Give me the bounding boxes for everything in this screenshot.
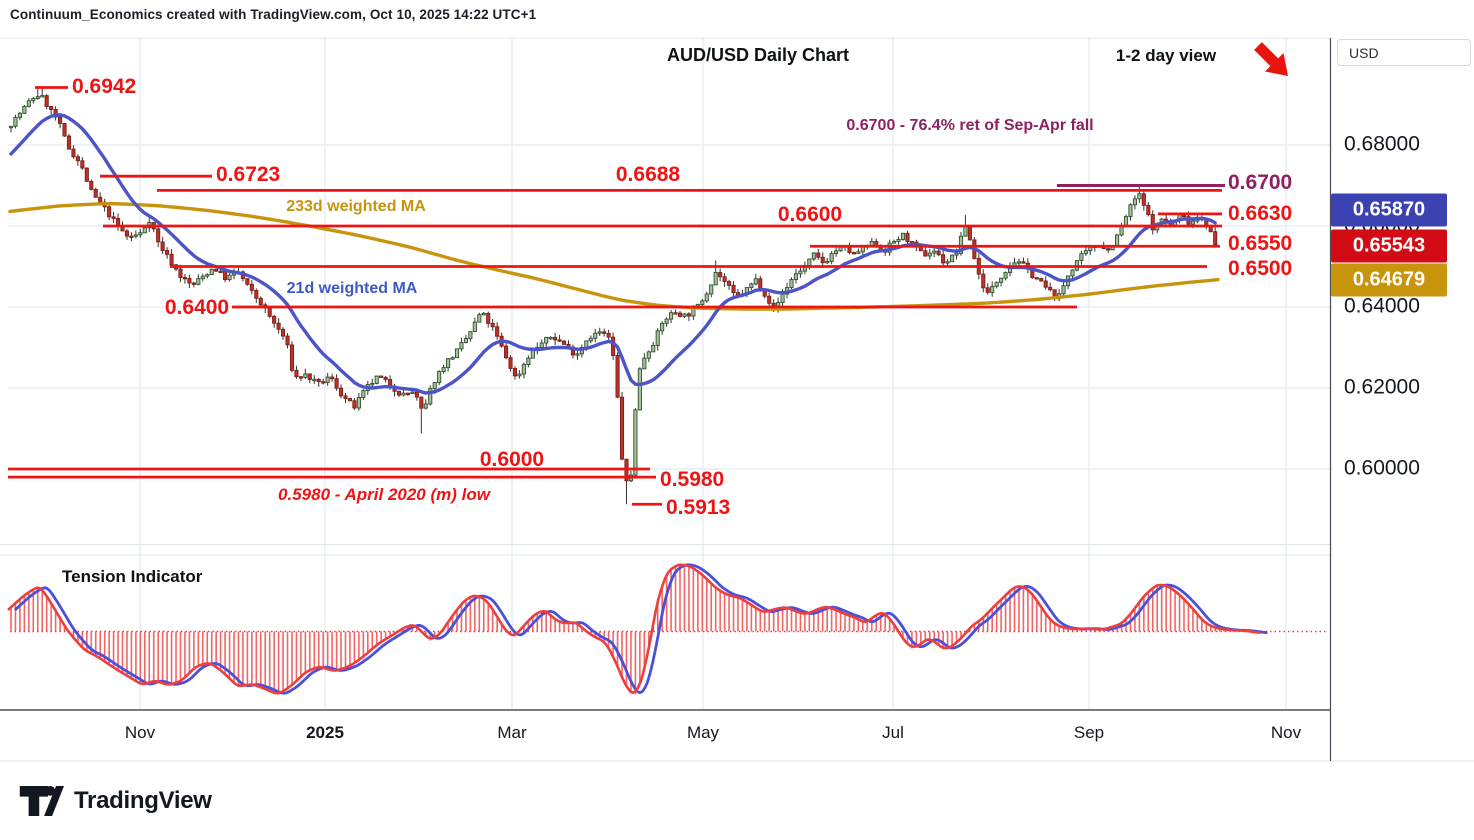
price-tick-0.64000: 0.64000 xyxy=(1344,294,1420,318)
level-label-0.6400: 0.6400 xyxy=(164,296,230,319)
chart-title: AUD/USD Daily Chart xyxy=(666,45,850,65)
level-label-0.6942: 0.6942 xyxy=(72,75,137,99)
retracement-note: 0.6700 - 76.4% ret of Sep-Apr fall xyxy=(846,117,1094,134)
level-label-0.5980: 0.5980 xyxy=(660,468,725,492)
level-lines xyxy=(8,86,1225,506)
price-badge-0.65543: 0.65543 xyxy=(1331,229,1447,262)
level-label-0.6600: 0.6600 xyxy=(777,203,843,226)
price-badge-0.64679: 0.64679 xyxy=(1331,263,1447,296)
view-note: 1-2 day view xyxy=(1115,46,1217,65)
level-label-0.6630: 0.6630 xyxy=(1228,201,1293,225)
month-label-Nov[interactable]: Nov xyxy=(1270,723,1302,742)
brand-name: TradingView xyxy=(74,787,212,814)
level-label-0.6550: 0.6550 xyxy=(1228,232,1293,256)
ma21-label: 21d weighted MA xyxy=(286,280,418,297)
price-tick-0.68000: 0.68000 xyxy=(1344,132,1420,156)
month-label-Mar[interactable]: Mar xyxy=(497,723,527,742)
level-label-0.6723: 0.6723 xyxy=(216,163,281,187)
currency-button[interactable]: USD xyxy=(1337,39,1471,66)
down-right-arrow-icon xyxy=(1252,40,1292,80)
attribution-text: Continuum_Economics created with Trading… xyxy=(10,7,537,22)
price-tick-0.62000: 0.62000 xyxy=(1344,375,1420,399)
tradingview-brand[interactable]: TradingView xyxy=(18,782,212,820)
tradingview-logo-icon xyxy=(19,785,64,817)
level-label-0.6500: 0.6500 xyxy=(1228,256,1293,280)
april-2020-low-note: 0.5980 - April 2020 (m) low xyxy=(278,485,490,504)
price-badge-0.65870: 0.65870 xyxy=(1331,193,1447,227)
month-label-May[interactable]: May xyxy=(686,723,720,742)
level-label-0.6000: 0.6000 xyxy=(479,448,545,471)
month-label-2025[interactable]: 2025 xyxy=(306,723,344,742)
level-label-0.6700: 0.6700 xyxy=(1228,170,1293,194)
candlesticks xyxy=(8,87,1218,505)
ma233-label: 233d weighted MA xyxy=(286,198,426,215)
tension-indicator-label: Tension Indicator xyxy=(62,567,203,586)
month-label-Jul[interactable]: Jul xyxy=(882,723,904,742)
tension-indicator xyxy=(7,563,1326,695)
level-label-0.5913: 0.5913 xyxy=(666,496,731,520)
chart-canvas[interactable] xyxy=(0,0,1474,770)
level-label-0.6688: 0.6688 xyxy=(615,163,681,187)
month-label-Nov[interactable]: Nov xyxy=(124,723,156,742)
currency-label: USD xyxy=(1349,44,1379,61)
month-label-Sep[interactable]: Sep xyxy=(1073,723,1105,742)
price-tick-0.60000: 0.60000 xyxy=(1344,456,1420,480)
